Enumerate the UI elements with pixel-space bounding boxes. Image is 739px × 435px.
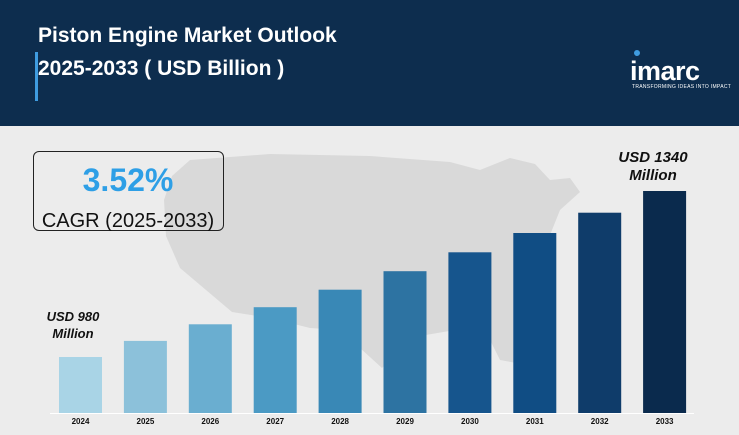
logo-tagline: TRANSFORMING IDEAS INTO IMPACT <box>632 84 732 90</box>
x-tick-label-2025: 2025 <box>137 417 155 426</box>
accent-line <box>35 52 38 101</box>
bar-2031 <box>513 233 557 413</box>
imarc-logo: imarc TRANSFORMING IDEAS INTO IMPACT <box>630 50 731 94</box>
x-tick-label-2028: 2028 <box>331 417 349 426</box>
bar-2032 <box>578 212 622 413</box>
x-tick-label-2029: 2029 <box>396 417 414 426</box>
bar-2029 <box>383 271 427 413</box>
title-line-2: 2025-2033 ( USD Billion ) <box>38 57 285 80</box>
bar-2026 <box>188 324 232 413</box>
x-tick-label-2026: 2026 <box>201 417 219 426</box>
x-tick-label-2030: 2030 <box>461 417 479 426</box>
x-tick-label-2024: 2024 <box>72 417 90 426</box>
x-tick-label-2027: 2027 <box>266 417 284 426</box>
start-value-suffix: Million <box>52 326 94 341</box>
cagr-value: 3.52% <box>82 162 174 198</box>
x-tick-label-2032: 2032 <box>591 417 609 426</box>
header-banner: Piston Engine Market Outlook 2025-2033 (… <box>0 0 739 126</box>
end-value-annotation: USD 1340 Million <box>600 149 706 185</box>
title-line-1: Piston Engine Market Outlook <box>38 24 337 47</box>
bar-2030 <box>448 252 492 413</box>
cagr-label: CAGR (2025-2033) <box>41 210 215 232</box>
logo-dot-icon <box>634 50 640 56</box>
start-value-annotation: USD 980 Million <box>30 308 116 342</box>
bar-2028 <box>318 289 362 413</box>
cagr-box: 3.52% CAGR (2025-2033) <box>33 151 224 232</box>
x-tick-label-2031: 2031 <box>526 417 544 426</box>
bar-2025 <box>123 340 167 413</box>
x-tick-label-2033: 2033 <box>656 417 674 426</box>
bar-2027 <box>253 307 297 413</box>
end-value-suffix: Million <box>629 167 677 184</box>
bar-2024 <box>59 357 102 413</box>
start-value-prefix: USD 980 <box>46 309 100 324</box>
end-value-prefix: USD 1340 <box>618 149 688 166</box>
logo-word: imarc <box>630 56 700 86</box>
bar-2033 <box>643 191 687 413</box>
